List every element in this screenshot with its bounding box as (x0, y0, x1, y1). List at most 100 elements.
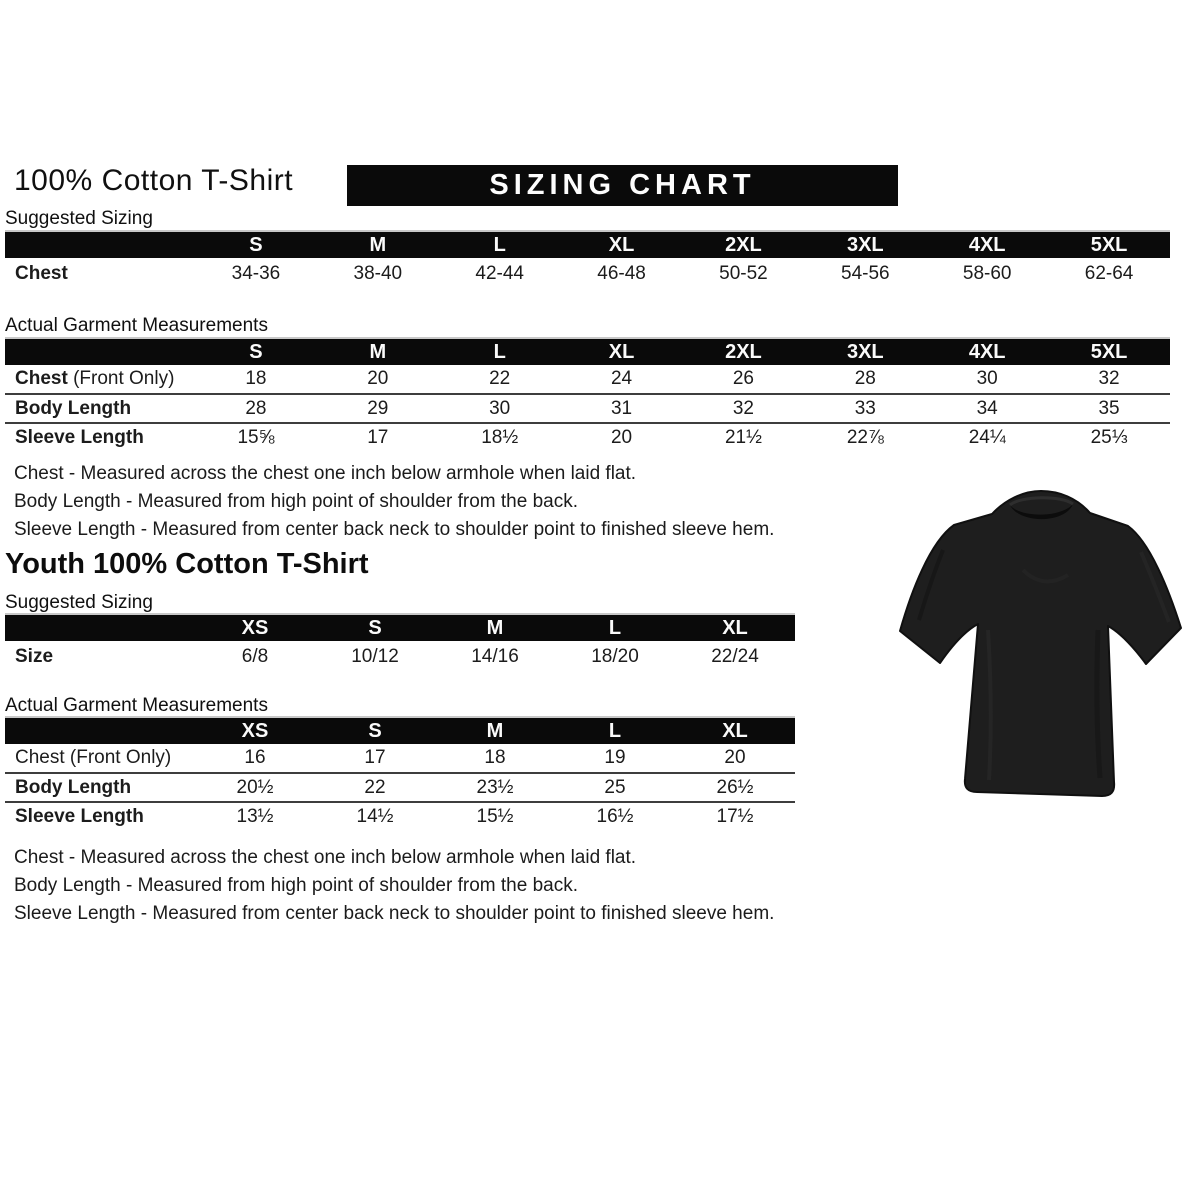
size-header-row: S M L XL 2XL 3XL 4XL 5XL (5, 231, 1170, 258)
size-column-header: S (195, 338, 317, 365)
measurement-value: 14½ (356, 806, 394, 827)
size-header-row: XS S M L XL (5, 614, 795, 641)
size-column-header: XL (675, 614, 795, 641)
adult-suggested-sizing-label: Suggested Sizing (5, 208, 153, 229)
measurement-value: 22 (489, 368, 511, 389)
measurement-value: 46-48 (597, 262, 646, 284)
measurement-value: 62-64 (1084, 262, 1134, 284)
size-column-header: 4XL (926, 231, 1049, 258)
size-column-header: 2XL (682, 231, 805, 258)
youth-actual-measurements-label: Actual Garment Measurements (5, 695, 268, 716)
measurement-value: 35 (1098, 397, 1120, 419)
measurement-value: 24 (610, 368, 633, 389)
size-column-header: M (435, 614, 555, 641)
measurement-value: 18 (484, 747, 506, 768)
row-label: Size (15, 645, 54, 667)
measurement-value: 19 (604, 747, 626, 768)
measurement-value: 42-44 (475, 262, 524, 284)
size-header-row: S M L XL 2XL 3XL 4XL 5XL (5, 338, 1170, 365)
measurement-value: 22⅞ (846, 427, 884, 448)
size-column-header: M (316, 231, 439, 258)
table-row: Chest (Front Only) 18 20 22 24 26 28 30 32 (5, 365, 1170, 394)
youth-suggested-sizing-table: XS S M L XL Size 6/8 10/12 14/16 18/20 22/24 (5, 613, 795, 672)
youth-suggested-sizing-label: Suggested Sizing (5, 592, 153, 613)
measurement-value: 50-52 (719, 262, 768, 284)
size-column-header: XL (560, 231, 683, 258)
measurement-value: 22 (364, 776, 386, 798)
measurement-value: 13½ (236, 806, 274, 827)
size-column-header: S (315, 717, 435, 744)
table-row: Chest (Front Only) 16 17 18 19 20 (5, 744, 795, 773)
size-column-header: 5XL (1048, 231, 1170, 258)
measurement-value: 34 (976, 397, 998, 419)
size-column-header: 3XL (804, 338, 927, 365)
youth-actual-measurements-table: XS S M L XL Chest (Front Only) 16 17 18 19 20 Body … (5, 716, 795, 831)
row-label-header (5, 338, 195, 365)
measurement-value: 21½ (724, 427, 762, 448)
measurement-value: 32 (1098, 368, 1120, 389)
measurement-value: 16 (244, 747, 266, 768)
row-label: Sleeve Length (15, 806, 144, 827)
youth-measurement-notes: Chest - Measured across the chest one in… (14, 844, 774, 928)
size-column-header: L (555, 614, 675, 641)
size-column-header: L (438, 231, 561, 258)
row-label: Body Length (15, 776, 132, 798)
table-row: Sleeve Length 15⅝ 17 18½ 20 21½ 22⅞ 24¼ 25⅓ (5, 423, 1170, 452)
measurement-value: 16½ (596, 806, 634, 827)
measurement-value: 15⅝ (237, 427, 275, 448)
size-column-header: L (438, 338, 561, 365)
measurement-value: 20 (610, 427, 633, 448)
table-row: Size 6/8 10/12 14/16 18/20 22/24 (5, 641, 795, 672)
row-label: Sleeve Length (15, 427, 144, 448)
row-label-header (5, 717, 195, 744)
measurement-value: 20½ (236, 776, 274, 798)
measurement-value: 14/16 (471, 645, 519, 667)
measurement-value: 18½ (481, 427, 519, 448)
size-column-header: XL (560, 338, 683, 365)
size-column-header: M (316, 338, 439, 365)
sizing-chart-banner-label: SIZING CHART (489, 169, 756, 201)
size-header-row: XS S M L XL (5, 717, 795, 744)
measurement-value: 38-40 (353, 262, 403, 284)
measurement-value: 28 (854, 368, 876, 389)
measurement-value: 6/8 (241, 645, 269, 667)
table-row: Sleeve Length 13½ 14½ 15½ 16½ 17½ (5, 802, 795, 831)
size-column-header: XS (195, 614, 315, 641)
size-column-header: S (315, 614, 435, 641)
size-column-header: XS (195, 717, 315, 744)
note-line: Body Length - Measured from high point o… (14, 491, 578, 512)
measurement-value: 18 (245, 368, 267, 389)
row-label-header (5, 231, 195, 258)
measurement-value: 54-56 (841, 262, 890, 284)
size-column-header: L (555, 717, 675, 744)
measurement-value: 31 (610, 397, 633, 419)
size-column-header: 2XL (682, 338, 805, 365)
row-label-header (5, 614, 195, 641)
size-column-header: S (195, 231, 317, 258)
measurement-value: 20 (724, 747, 746, 768)
sizing-chart-banner: SIZING CHART (347, 165, 898, 206)
measurement-value: 25⅓ (1090, 427, 1128, 448)
note-line: Chest - Measured across the chest one in… (14, 847, 637, 868)
size-column-header: 4XL (926, 338, 1049, 365)
adult-suggested-sizing-table: S M L XL 2XL 3XL 4XL 5XL Chest 34-36 38-40 42-44 46-… (5, 230, 1170, 289)
adult-actual-measurements-table: S M L XL 2XL 3XL 4XL 5XL Chest (Front Only) 18 20 2… (5, 337, 1170, 452)
table-row: Body Length 28 29 30 31 32 33 34 35 (5, 394, 1170, 423)
note-line: Chest - Measured across the chest one in… (14, 463, 637, 484)
table-row: Body Length 20½ 22 23½ 25 26½ (5, 773, 795, 802)
measurement-value: 17 (364, 747, 386, 768)
measurement-value: 26½ (716, 776, 754, 798)
measurement-value: 17½ (716, 806, 754, 827)
measurement-value: 23½ (476, 776, 514, 798)
page-title: 100% Cotton T-Shirt (14, 164, 294, 197)
row-label: Chest (Front Only) (15, 368, 175, 389)
measurement-value: 30 (976, 368, 998, 389)
measurement-value: 26 (732, 368, 754, 389)
measurement-value: 33 (854, 397, 876, 419)
note-line: Body Length - Measured from high point o… (14, 875, 578, 896)
measurement-value: 10/12 (351, 645, 399, 667)
measurement-value: 28 (245, 397, 267, 419)
note-line: Sleeve Length - Measured from center bac… (14, 903, 775, 924)
measurement-value: 58-60 (962, 262, 1012, 284)
tshirt-graphic (899, 490, 1182, 797)
